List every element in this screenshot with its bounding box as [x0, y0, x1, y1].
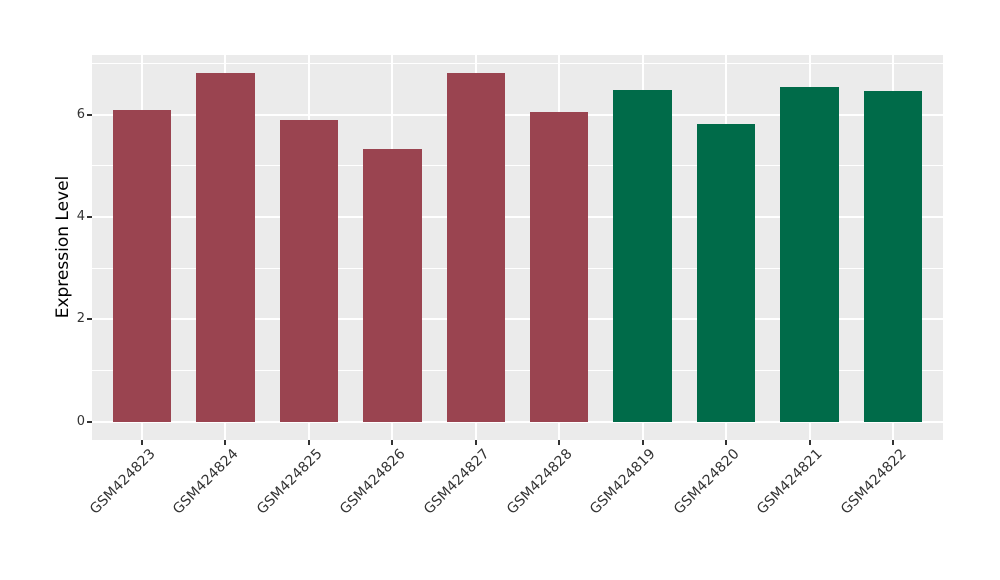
y-tick-mark-4	[87, 216, 92, 219]
bar-GSM424825	[279, 119, 339, 422]
bar-GSM424823	[112, 109, 172, 422]
x-tick-mark-GSM424820	[725, 440, 728, 445]
bar-GSM424824	[196, 72, 255, 422]
y-tick-label-4: 4	[76, 209, 85, 225]
x-tick-label-text-GSM424826: GSM424826	[337, 446, 409, 518]
bar-GSM424826	[363, 148, 422, 422]
x-tick-label-text-GSM424825: GSM424825	[253, 446, 326, 518]
y-tick-label-2: 2	[76, 311, 85, 327]
x-tick-label-text-GSM424819: GSM424819	[587, 446, 659, 518]
gridline-y-minor-5	[92, 165, 943, 167]
x-tick-mark-GSM424821	[808, 440, 811, 445]
gridline-y-major-4	[92, 216, 943, 219]
bar-GSM424819	[613, 90, 672, 422]
y-tick-mark-2	[87, 318, 92, 321]
gridline-y-major-0	[92, 420, 943, 423]
x-tick-label-text-GSM424827: GSM424827	[420, 446, 493, 518]
x-tick-mark-GSM424822	[891, 440, 894, 445]
bar-GSM424822	[863, 90, 923, 422]
y-tick-label-6: 6	[76, 106, 85, 122]
y-tick-mark-6	[87, 113, 92, 116]
gridline-y-minor-3	[92, 267, 943, 269]
x-tick-mark-GSM424828	[558, 440, 561, 445]
bar-GSM424820	[696, 124, 756, 422]
y-tick-mark-0	[87, 420, 92, 423]
bar-GSM424827	[446, 73, 505, 422]
x-tick-mark-GSM424824	[224, 440, 227, 445]
bar-GSM424821	[780, 87, 839, 422]
x-tick-label-text-GSM424822: GSM424822	[837, 446, 910, 518]
x-tick-mark-GSM424823	[141, 440, 144, 445]
plot-panel	[92, 55, 943, 440]
x-tick-label-text-GSM424820: GSM424820	[670, 446, 743, 518]
x-tick-mark-GSM424827	[474, 440, 477, 445]
y-tick-label-0: 0	[76, 413, 85, 429]
gridline-y-minor-7	[92, 63, 943, 65]
bar-GSM424828	[530, 112, 589, 422]
x-tick-mark-GSM424819	[641, 440, 644, 445]
x-tick-label-text-GSM424823: GSM424823	[86, 446, 159, 518]
y-axis-title: Expression Level	[53, 175, 73, 319]
x-tick-label-text-GSM424821: GSM424821	[754, 446, 826, 518]
x-tick-label-text-GSM424824: GSM424824	[170, 446, 242, 518]
gridline-y-major-2	[92, 318, 943, 321]
x-tick-mark-GSM424825	[307, 440, 310, 445]
gridline-y-major-6	[92, 113, 943, 116]
x-tick-mark-GSM424826	[391, 440, 394, 445]
gridline-y-minor-1	[92, 369, 943, 371]
x-tick-label-text-GSM424828: GSM424828	[503, 446, 576, 518]
